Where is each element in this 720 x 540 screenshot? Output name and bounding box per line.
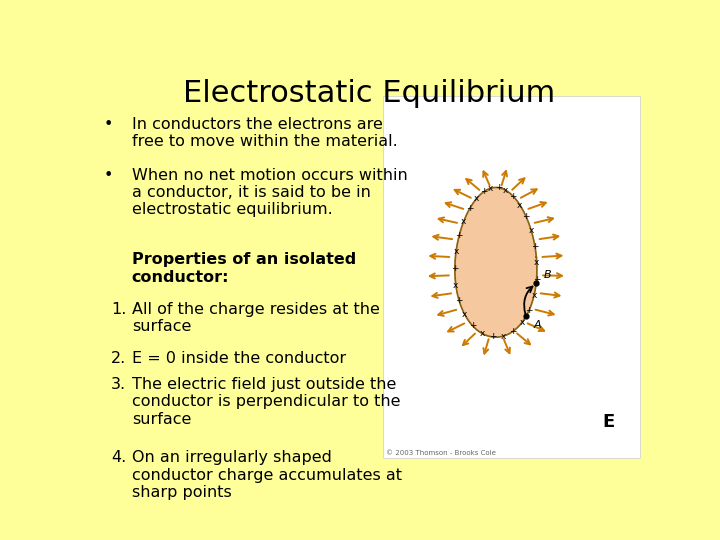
Text: +: + bbox=[533, 275, 540, 284]
Text: +: + bbox=[509, 192, 517, 201]
Text: +: + bbox=[526, 306, 533, 315]
Text: +: + bbox=[495, 183, 502, 192]
Text: x: x bbox=[480, 329, 485, 338]
Text: The electric field just outside the
conductor is perpendicular to the
surface: The electric field just outside the cond… bbox=[132, 377, 400, 427]
Text: +: + bbox=[480, 187, 487, 197]
Polygon shape bbox=[455, 187, 537, 337]
Text: +: + bbox=[451, 264, 459, 273]
Text: E = 0 inside the conductor: E = 0 inside the conductor bbox=[132, 352, 346, 366]
Text: x: x bbox=[462, 310, 467, 319]
Text: +: + bbox=[466, 204, 474, 213]
Text: +: + bbox=[531, 241, 539, 251]
Text: x: x bbox=[454, 247, 459, 256]
Text: x: x bbox=[500, 332, 505, 341]
Text: x: x bbox=[462, 217, 467, 226]
Text: x: x bbox=[453, 281, 459, 289]
Text: +: + bbox=[509, 327, 517, 336]
Text: Electrostatic Equilibrium: Electrostatic Equilibrium bbox=[183, 79, 555, 109]
Text: x: x bbox=[503, 186, 508, 195]
Text: 3.: 3. bbox=[111, 377, 126, 392]
Text: B: B bbox=[544, 270, 551, 280]
Text: x: x bbox=[531, 291, 536, 300]
Text: x: x bbox=[488, 184, 494, 193]
Text: •: • bbox=[104, 117, 113, 132]
Text: 4.: 4. bbox=[111, 450, 127, 465]
Text: Properties of an isolated
conductor:: Properties of an isolated conductor: bbox=[132, 252, 356, 285]
Text: E: E bbox=[603, 413, 615, 430]
Text: x: x bbox=[474, 194, 479, 204]
Text: x: x bbox=[517, 200, 523, 210]
Text: In conductors the electrons are
free to move within the material.: In conductors the electrons are free to … bbox=[132, 117, 397, 149]
Text: +: + bbox=[489, 333, 496, 341]
Text: © 2003 Thomson - Brooks Cole: © 2003 Thomson - Brooks Cole bbox=[386, 450, 495, 456]
Text: x: x bbox=[534, 258, 539, 267]
Text: +: + bbox=[469, 321, 477, 330]
Text: When no net motion occurs within
a conductor, it is said to be in
electrostatic : When no net motion occurs within a condu… bbox=[132, 167, 408, 217]
Text: A: A bbox=[534, 320, 541, 329]
Text: x: x bbox=[528, 226, 534, 235]
Text: +: + bbox=[456, 296, 463, 306]
Text: On an irregularly shaped
conductor charge accumulates at
sharp points: On an irregularly shaped conductor charg… bbox=[132, 450, 402, 500]
Text: +: + bbox=[522, 212, 530, 221]
Text: x: x bbox=[519, 318, 525, 327]
Text: +: + bbox=[456, 231, 463, 240]
Text: 2.: 2. bbox=[111, 352, 127, 366]
Text: •: • bbox=[104, 167, 113, 183]
Text: All of the charge resides at the
surface: All of the charge resides at the surface bbox=[132, 302, 379, 334]
FancyBboxPatch shape bbox=[383, 96, 639, 458]
Text: 1.: 1. bbox=[111, 302, 127, 317]
